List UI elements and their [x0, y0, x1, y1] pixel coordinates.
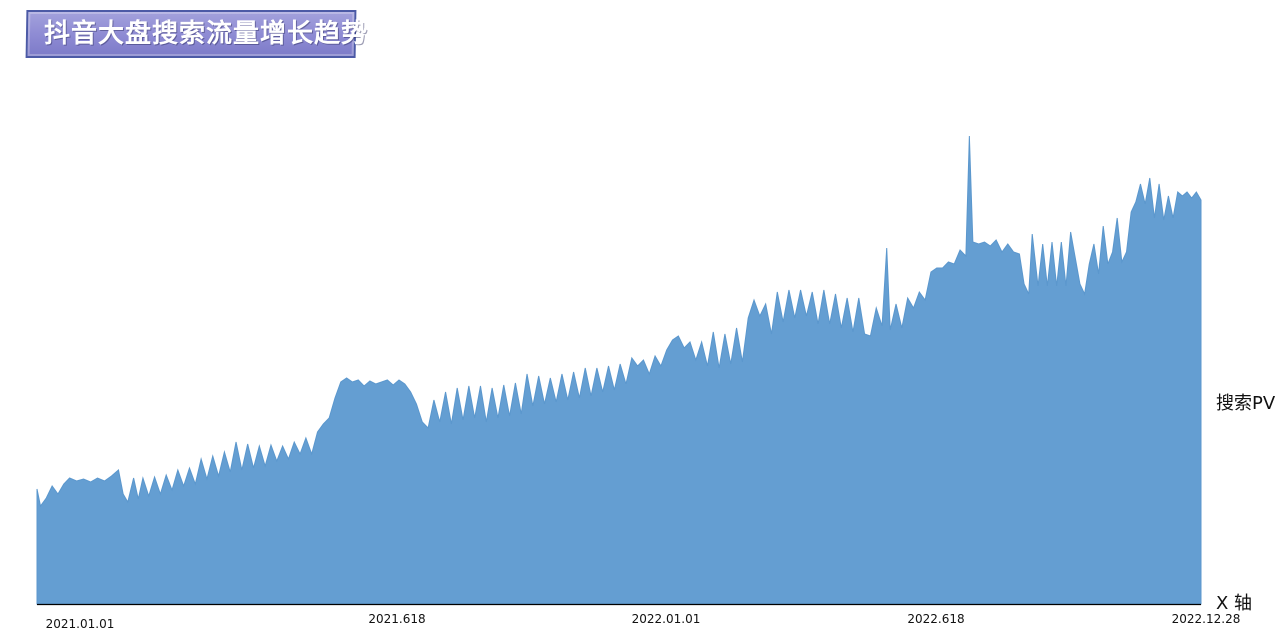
series-label: 搜索PV	[1216, 393, 1276, 414]
x-tick-label: 2021.618	[368, 612, 425, 626]
search-pv-area	[36, 135, 1202, 605]
x-tick-label: 2021.01.01	[46, 617, 115, 631]
x-tick-label: 2022.01.01	[632, 612, 701, 626]
x-tick-label: 2022.618	[907, 612, 964, 626]
x-tick-label: 2022.12.28	[1172, 612, 1241, 626]
x-axis-label: X 轴	[1216, 593, 1252, 614]
chart-title: 抖音大盘搜索流量增长趋势	[44, 19, 369, 49]
